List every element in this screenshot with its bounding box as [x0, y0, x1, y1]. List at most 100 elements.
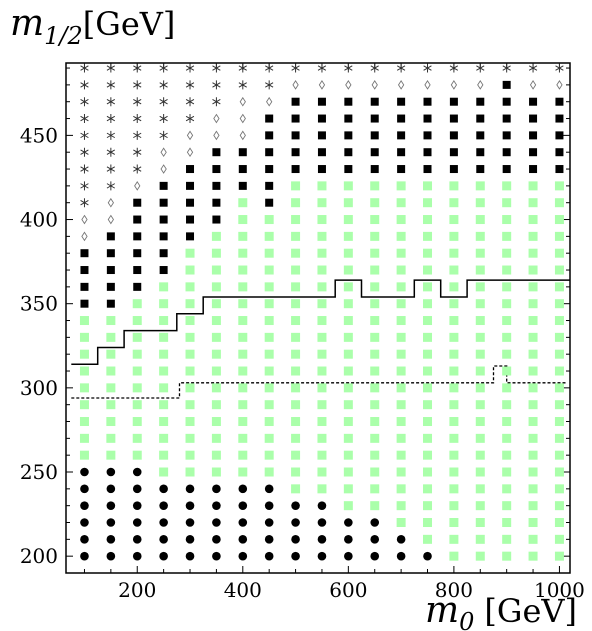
green-square-point [185, 265, 195, 275]
black-square-point [159, 266, 168, 275]
green-square-point [502, 433, 512, 443]
star-point [502, 63, 511, 73]
circle-point [317, 518, 327, 527]
green-square-point [185, 417, 195, 427]
green-square-point [475, 215, 485, 225]
green-square-point [211, 400, 221, 410]
green-square-point [396, 299, 406, 309]
green-square-point [370, 501, 380, 511]
green-square-point [264, 231, 274, 241]
axis-ticks: 200 400 600 800 1000 200 250 300 350 400 450 [20, 63, 585, 602]
green-square-point [291, 265, 301, 275]
black-square-point [265, 181, 274, 190]
green-square-point [132, 400, 142, 410]
green-square-point [343, 248, 353, 258]
green-square-point [317, 299, 327, 309]
black-square-point [423, 114, 432, 123]
green-square-point [132, 366, 142, 376]
green-square-point [159, 349, 169, 359]
black-square-point [476, 148, 485, 157]
green-square-point [79, 349, 89, 359]
circle-point [80, 551, 89, 561]
green-square-point [423, 332, 433, 342]
green-square-point [291, 198, 301, 208]
green-square-point [79, 400, 89, 410]
green-square-point [475, 417, 485, 427]
green-square-point [185, 299, 195, 309]
green-square-point [475, 248, 485, 258]
black-square-point [344, 114, 353, 123]
green-square-point [528, 181, 538, 191]
star-point [80, 97, 89, 107]
green-square-point [317, 248, 327, 258]
green-square-point [528, 265, 538, 275]
circle-point [212, 484, 221, 494]
green-square-point [396, 231, 406, 241]
black-square-point [502, 114, 511, 123]
green-square-point [423, 248, 433, 258]
circle-point [264, 484, 274, 494]
green-square-point [370, 231, 380, 241]
green-square-point [475, 366, 485, 376]
star-point [80, 181, 89, 191]
green-square-point [264, 450, 274, 460]
green-square-point [291, 433, 301, 443]
green-square-point [291, 417, 301, 427]
green-square-point [238, 299, 248, 309]
green-square-point [423, 484, 433, 494]
black-square-point [423, 97, 432, 106]
green-square-point [528, 400, 538, 410]
green-square-point [449, 265, 459, 275]
green-square-point [554, 551, 564, 561]
circle-point [185, 551, 195, 561]
green-square-point [291, 383, 301, 393]
black-square-point [449, 97, 458, 106]
black-square-point [291, 165, 300, 174]
green-square-point [423, 282, 433, 292]
green-square-point [396, 467, 406, 477]
green-square-point [502, 265, 512, 275]
black-square-point [555, 114, 564, 123]
green-square-point [370, 248, 380, 258]
black-square-point [186, 215, 195, 224]
black-square-point [159, 198, 168, 207]
black-square-point [265, 114, 274, 123]
black-square-point [476, 165, 485, 174]
green-square-point [343, 198, 353, 208]
green-square-point [291, 299, 301, 309]
diamond-point [213, 130, 220, 141]
star-point [212, 80, 221, 90]
black-square-point [317, 97, 326, 106]
circle-point [238, 551, 248, 561]
green-square-point [370, 349, 380, 359]
green-square-point [449, 417, 459, 427]
green-square-point [343, 265, 353, 275]
black-square-point [133, 232, 142, 241]
green-square-point [449, 248, 459, 258]
black-square-point [186, 181, 195, 190]
green-square-point [528, 231, 538, 241]
green-square-point [502, 282, 512, 292]
green-square-point [211, 332, 221, 342]
black-square-point [133, 249, 142, 258]
green-square-point [132, 332, 142, 342]
green-square-point [317, 484, 327, 494]
star-point [133, 97, 142, 107]
green-square-point [554, 332, 564, 342]
green-square-point [554, 349, 564, 359]
green-square-point [211, 316, 221, 326]
green-square-point [423, 433, 433, 443]
green-square-point [370, 282, 380, 292]
green-square-point [291, 484, 301, 494]
circle-point [132, 551, 142, 561]
green-square-point [423, 534, 433, 544]
green-square-point [528, 534, 538, 544]
black-square-point [186, 198, 195, 207]
star-point [238, 80, 247, 90]
green-square-point [185, 467, 195, 477]
green-square-point [132, 433, 142, 443]
green-square-point [370, 366, 380, 376]
black-square-point [397, 131, 406, 140]
y-tick-label: 450 [20, 123, 58, 147]
green-square-point [528, 215, 538, 225]
